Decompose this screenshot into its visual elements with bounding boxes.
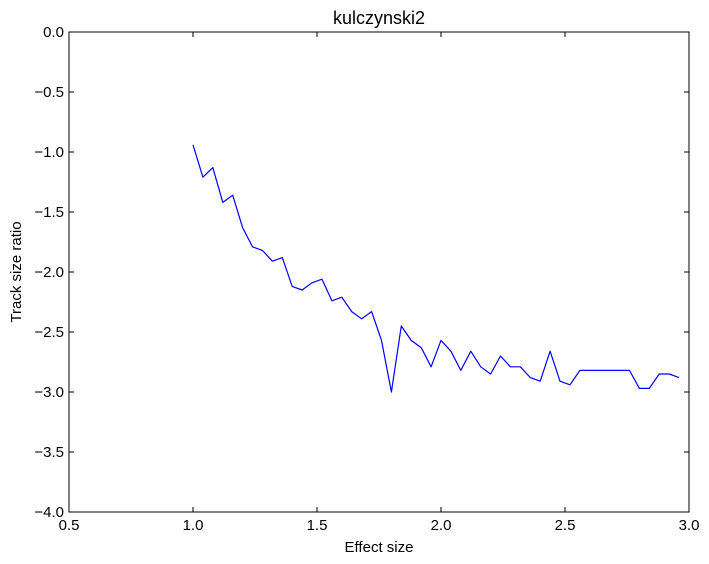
y-tick-label: −1.5 [34,204,64,221]
y-tick-label: −2.5 [34,324,64,341]
chart-title: kulczynski2 [333,8,425,28]
y-tick-label: 0.0 [43,24,64,41]
x-tick-label: 1.5 [307,517,328,534]
y-axis-label: Track size ratio [8,221,25,322]
plot-frame [68,31,690,513]
axis-ticks [68,31,690,513]
y-tick-label: −3.5 [34,444,64,461]
x-axis-label: Effect size [345,539,414,556]
x-tick-label: 3.0 [679,517,700,534]
y-tick-label: −2.0 [34,264,64,281]
y-tick-label: −0.5 [34,84,64,101]
x-tick-label: 2.0 [431,517,452,534]
x-tick-label: 2.5 [555,517,576,534]
y-tick-label: −3.0 [34,384,64,401]
axis-tick-labels: 0.5 1.0 1.5 2.0 2.5 3.0 0.0 −0.5 −1.0 −1.5 −2.0 −2.… [34,24,699,534]
y-tick-label: −1.0 [34,144,64,161]
x-tick-label: 1.0 [183,517,204,534]
series-line [192,144,680,393]
series-group [192,144,680,393]
y-tick-label: −4.0 [34,504,64,521]
x-tick-label: 0.5 [59,517,80,534]
